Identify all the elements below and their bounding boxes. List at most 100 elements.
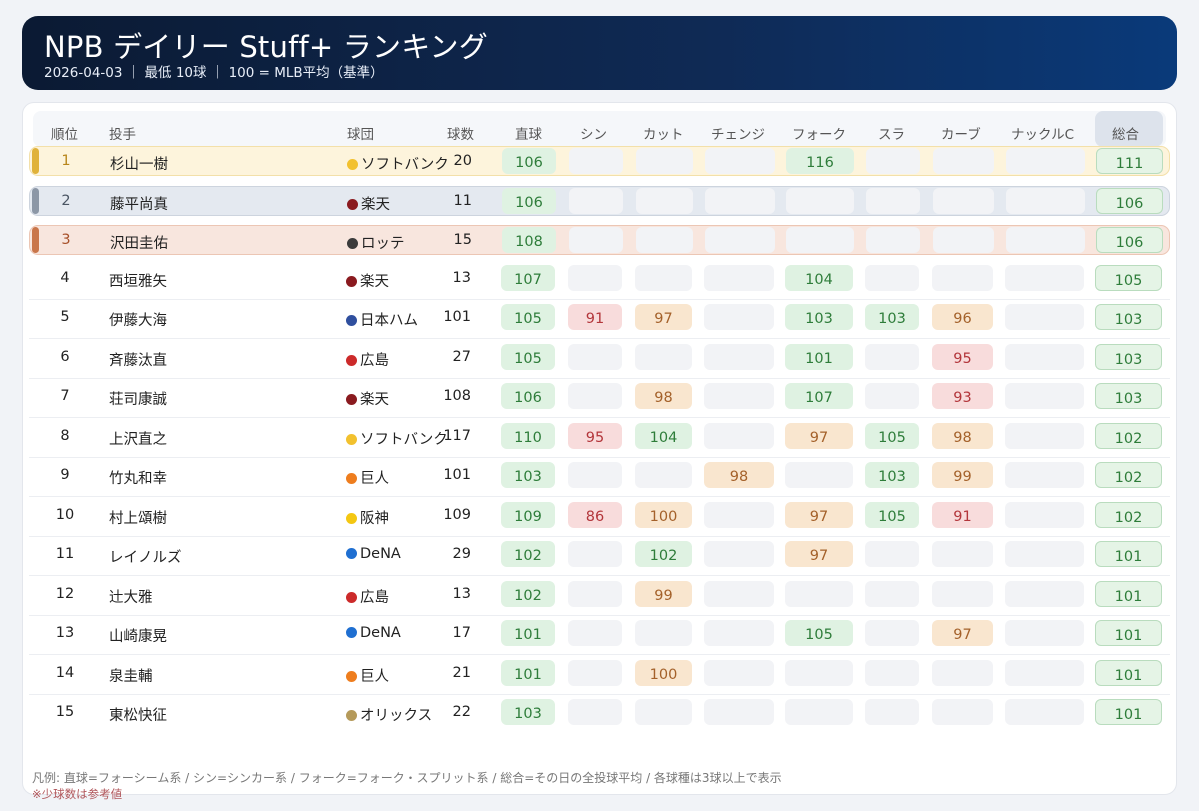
stuff-score-fastball: 102 <box>501 581 555 607</box>
total-score: 102 <box>1095 462 1162 488</box>
table-row: 4 西垣雅矢 楽天 13 107 104 105 <box>29 261 1170 300</box>
team-name: DeNA <box>360 546 401 562</box>
stuff-score-sinker <box>568 581 622 607</box>
rank-cell: 8 <box>60 428 70 444</box>
team-color-dot <box>346 548 357 559</box>
team-color-dot <box>346 315 357 326</box>
pitcher-name: 伊藤大海 <box>109 313 167 329</box>
pitch-count: 15 <box>453 232 472 248</box>
team-cell: 楽天 <box>346 270 389 291</box>
table-header-bg <box>33 111 1166 147</box>
table-row: 14 泉圭輔 巨人 21 101 100 101 <box>29 656 1170 695</box>
pitch-count: 22 <box>452 704 471 720</box>
team-cell: 広島 <box>346 586 389 607</box>
column-header-cutter: カット <box>643 127 684 143</box>
stuff-score-fork: 104 <box>785 265 853 291</box>
table-row: 12 辻大雅 広島 13 102 99 101 <box>29 577 1170 616</box>
rank-cell: 7 <box>60 388 70 404</box>
total-score: 102 <box>1095 502 1162 528</box>
rank-medal-bar <box>32 188 39 214</box>
stuff-score-fastball: 101 <box>501 620 555 646</box>
stuff-score-knuckle-curve <box>1005 265 1084 291</box>
table-row: 5 伊藤大海 日本ハム 101 105 91 97 103 103 96 103 <box>29 300 1170 339</box>
stuff-score-sinker <box>568 699 622 725</box>
table-row: 9 竹丸和幸 巨人 101 103 98 103 99 102 <box>29 458 1170 497</box>
team-color-dot <box>346 394 357 405</box>
table-row: 7 荘司康誠 楽天 108 106 98 107 93 103 <box>29 379 1170 418</box>
stuff-score-fastball: 105 <box>501 304 555 330</box>
stuff-score-fastball: 109 <box>501 502 555 528</box>
total-score: 101 <box>1095 620 1162 646</box>
stuff-score-slider <box>865 344 919 370</box>
stuff-score-slider <box>865 383 919 409</box>
stuff-score-changeup: 98 <box>704 462 774 488</box>
rank-cell: 14 <box>55 665 75 681</box>
stuff-score-slider <box>865 620 919 646</box>
column-header-fork: フォーク <box>792 127 846 143</box>
team-cell: 巨人 <box>346 665 389 686</box>
stuff-score-slider <box>865 581 919 607</box>
pitcher-name: 竹丸和幸 <box>109 471 167 487</box>
rank-cell: 13 <box>55 625 75 641</box>
team-color-dot <box>347 159 358 170</box>
pitch-count: 20 <box>453 153 472 169</box>
rank-cell: 6 <box>60 349 70 365</box>
stuff-score-slider: 105 <box>865 502 919 528</box>
stuff-score-fastball: 103 <box>501 462 555 488</box>
team-name: 日本ハム <box>360 313 418 329</box>
team-name: 楽天 <box>361 197 390 213</box>
table-row: 6 斉藤汰直 広島 27 105 101 95 103 <box>29 340 1170 379</box>
column-header-curve: カーブ <box>941 127 981 143</box>
team-name: ソフトバンク <box>360 432 448 448</box>
stuff-score-slider <box>865 699 919 725</box>
pitcher-name: 東松快征 <box>109 708 167 724</box>
stuff-score-knuckle-curve <box>1005 660 1084 686</box>
team-color-dot <box>346 710 357 721</box>
stuff-score-changeup <box>704 423 774 449</box>
stuff-score-cutter <box>635 265 692 291</box>
rank-cell: 9 <box>60 467 70 483</box>
stuff-score-fastball: 105 <box>501 344 555 370</box>
team-name: 巨人 <box>360 471 389 487</box>
team-cell: DeNA <box>346 625 401 641</box>
team-name: 広島 <box>360 590 389 606</box>
total-score: 103 <box>1095 344 1162 370</box>
stuff-score-sinker <box>568 265 622 291</box>
pitch-count: 27 <box>452 349 471 365</box>
stuff-score-curve <box>932 581 993 607</box>
pitch-count: 117 <box>443 428 471 444</box>
stuff-score-changeup <box>704 581 774 607</box>
stuff-score-changeup <box>704 383 774 409</box>
stuff-score-sinker <box>568 620 622 646</box>
stuff-score-fastball: 103 <box>501 699 555 725</box>
team-cell: 広島 <box>346 349 389 370</box>
total-score: 105 <box>1095 265 1162 291</box>
stuff-score-curve <box>933 148 994 174</box>
team-color-dot <box>346 473 357 484</box>
pitcher-name: 斉藤汰直 <box>109 353 167 369</box>
team-name: 楽天 <box>360 274 389 290</box>
stuff-score-cutter <box>636 227 693 253</box>
stuff-score-cutter <box>635 462 692 488</box>
stuff-score-slider <box>865 265 919 291</box>
stuff-score-cutter <box>636 188 693 214</box>
stuff-score-knuckle-curve <box>1006 188 1085 214</box>
stuff-score-curve: 98 <box>932 423 993 449</box>
total-header-bg <box>1095 111 1163 147</box>
table-row: 10 村上頌樹 阪神 109 109 86 100 97 105 91 102 <box>29 498 1170 537</box>
table-row: 2 藤平尚真 楽天 11 106 106 <box>29 186 1170 216</box>
pitcher-name: 沢田圭佑 <box>110 236 168 252</box>
pitcher-name: 荘司康誠 <box>109 392 167 408</box>
stuff-score-sinker <box>569 227 623 253</box>
stuff-score-curve: 96 <box>932 304 993 330</box>
stuff-score-curve <box>932 541 993 567</box>
stuff-score-slider: 103 <box>865 462 919 488</box>
stuff-score-changeup <box>705 227 775 253</box>
pitch-count: 109 <box>443 507 471 523</box>
team-color-dot <box>346 627 357 638</box>
total-score: 111 <box>1096 148 1163 174</box>
team-cell: ロッテ <box>347 232 405 253</box>
pitch-count: 11 <box>453 193 472 209</box>
stuff-score-sinker <box>568 383 622 409</box>
stuff-score-knuckle-curve <box>1005 581 1084 607</box>
